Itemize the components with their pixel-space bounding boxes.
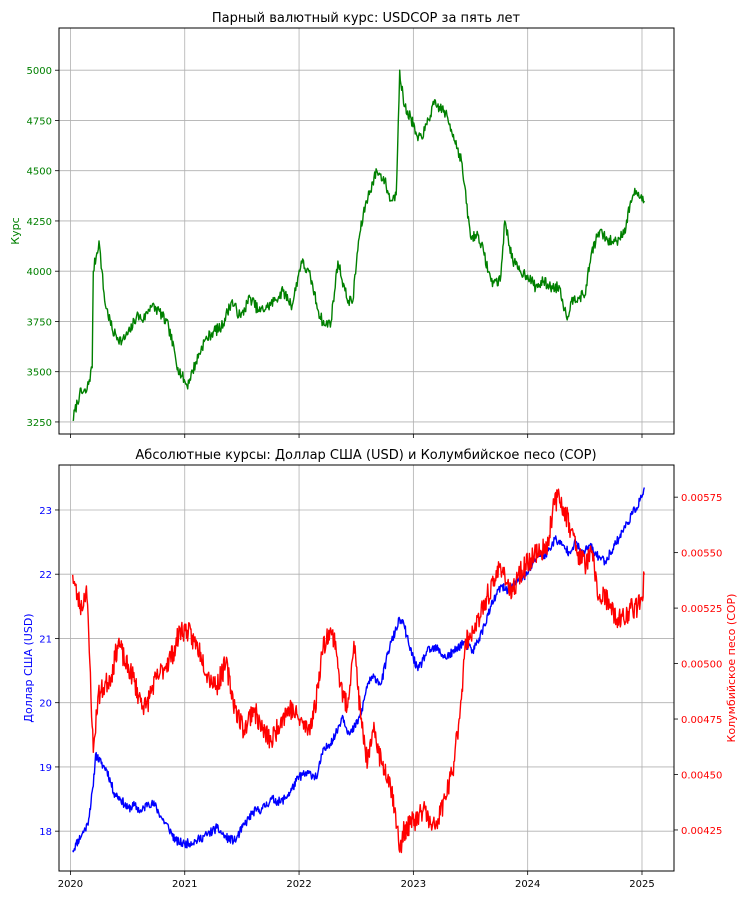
bottom-right-y-tick-label: 0.00525 [681, 604, 722, 615]
top-y-tick-label: 4500 [27, 167, 52, 178]
bottom-left-y-ticks: 18 19 20 21 22 23 [39, 506, 59, 838]
bottom-x-tick-label: 2020 [58, 879, 83, 890]
bottom-chart-title: Абсолютные курсы: Доллар США (USD) и Кол… [135, 448, 596, 463]
bottom-left-y-tick-label: 21 [39, 634, 52, 645]
cop-series-line [72, 488, 645, 854]
bottom-x-tick-label: 2024 [515, 879, 540, 890]
bottom-left-y-tick-label: 19 [39, 763, 52, 774]
bottom-right-y-tick-label: 0.00500 [681, 660, 722, 671]
top-y-tick-label: 3500 [27, 368, 52, 379]
bottom-right-y-tick-label: 0.00425 [681, 826, 722, 837]
bottom-left-y-tick-label: 22 [39, 570, 52, 581]
bottom-plot-frame [58, 464, 675, 872]
top-x-ticks [70, 434, 643, 438]
bottom-right-y-tick-label: 0.00575 [681, 493, 722, 504]
bottom-right-y-axis-label: Колумбийское песо (COP) [725, 594, 738, 743]
bottom-series-group [72, 487, 645, 854]
bottom-x-tick-label: 2025 [629, 879, 654, 890]
bottom-left-y-tick-label: 20 [39, 699, 52, 710]
top-grid [59, 28, 674, 434]
top-y-ticks: 3250 3500 3750 4000 4250 4500 4750 5000 [27, 66, 59, 429]
top-y-tick-label: 4750 [27, 116, 52, 127]
top-y-tick-label: 3250 [27, 418, 52, 429]
top-chart-title: Парный валютный курс: USDCOP за пять лет [212, 11, 521, 26]
usd-series-line [72, 487, 645, 853]
top-y-tick-label: 4000 [27, 267, 52, 278]
bottom-grid [59, 465, 674, 871]
top-chart-panel: Парный валютный курс: USDCOP за пять лет… [9, 11, 675, 438]
top-y-tick-label: 4250 [27, 217, 52, 228]
bottom-right-y-ticks: 0.00425 0.00450 0.00475 0.00500 0.00525 0.005… [674, 493, 722, 837]
top-series-group [72, 69, 645, 421]
bottom-chart-panel: Абсолютные курсы: Доллар США (USD) и Кол… [22, 448, 738, 890]
bottom-right-y-tick-label: 0.00475 [681, 715, 722, 726]
top-y-tick-label: 3750 [27, 317, 52, 328]
top-y-axis-label: Курс [9, 217, 22, 244]
bottom-x-tick-label: 2021 [172, 879, 197, 890]
bottom-left-y-axis-label: Доллар США (USD) [22, 613, 35, 722]
bottom-left-y-tick-label: 23 [39, 506, 52, 517]
top-plot-frame [58, 27, 675, 435]
bottom-right-y-tick-label: 0.00550 [681, 549, 722, 560]
bottom-left-y-tick-label: 18 [39, 827, 52, 838]
bottom-x-tick-label: 2023 [401, 879, 426, 890]
usdcop-series-line [72, 69, 645, 421]
bottom-x-tick-label: 2022 [286, 879, 311, 890]
bottom-right-y-tick-label: 0.00450 [681, 770, 722, 781]
top-y-tick-label: 5000 [27, 66, 52, 77]
bottom-x-ticks: 2020 2021 2022 2023 2024 2025 [58, 871, 655, 890]
